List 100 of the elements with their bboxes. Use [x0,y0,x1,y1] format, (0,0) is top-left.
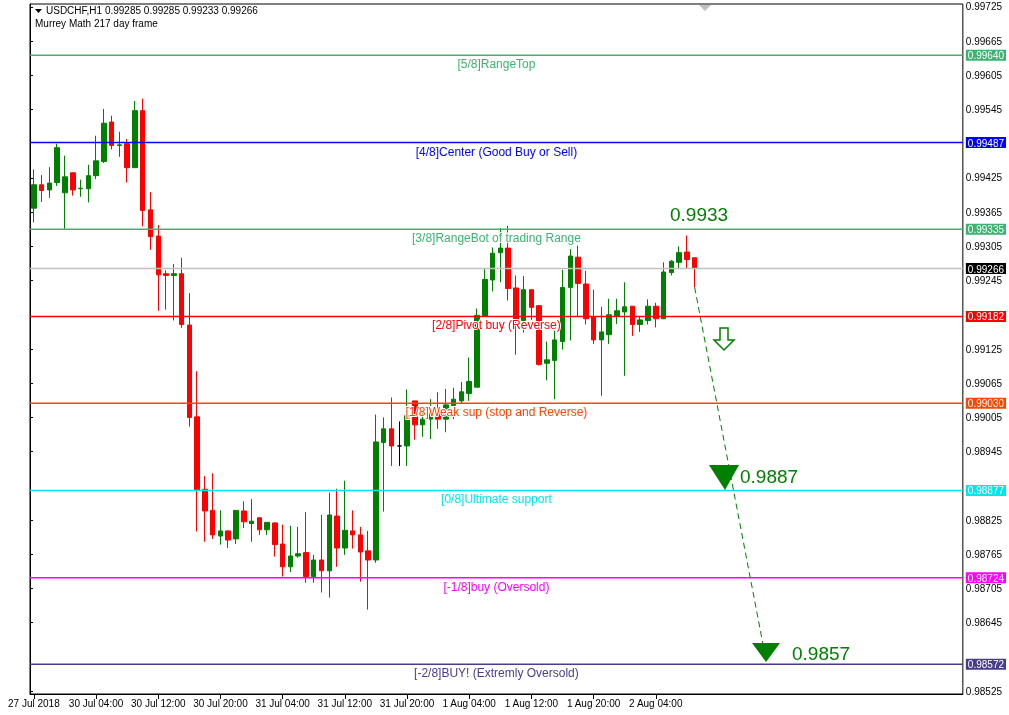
y-tick-label: 0.99125 [965,343,1003,355]
y-tick-label: 0.99425 [965,172,1003,184]
candlestick [622,281,627,377]
candlestick [568,248,573,341]
y-tick-label: 0.98724 [967,572,1005,584]
candlestick [233,509,239,545]
y-tick-label: 0.98825 [965,514,1003,526]
candlestick [661,261,666,320]
candlestick [552,330,557,400]
candlestick [171,263,177,321]
x-tick-label: 30 Jul 12:00 [131,697,186,709]
candlestick [373,414,379,564]
annotation: 0.9933 [670,204,729,226]
candlestick [311,554,316,584]
x-tick-label: 30 Jul 20:00 [193,697,249,709]
candlestick [225,529,231,549]
candlestick [202,475,208,543]
candlestick [249,498,254,543]
y-tick-label: 0.99365 [965,206,1003,218]
ref-line-label: [-1/8]buy (Oversold) [443,579,550,594]
candlestick [194,370,200,532]
ref-line-label: [-2/8]BUY! (Extremly Oversold) [414,666,579,681]
candlestick [54,143,60,187]
candlestick [78,179,83,198]
x-tick-label: 30 Jul 04:00 [68,697,124,709]
candlestick [490,247,495,292]
candlestick [280,524,285,578]
candlestick [241,500,247,529]
y-tick-label: 0.99605 [965,69,1003,81]
candlestick [156,224,161,312]
candlestick [459,381,464,404]
y-tick-label: 0.98645 [965,617,1003,629]
candlestick [93,135,99,180]
candlestick [124,138,130,183]
ref-line-label: [4/8]Center (Good Buy or Sell) [415,144,578,159]
candlestick [47,166,52,199]
candlestick [692,257,697,288]
x-tick-label: 2 Aug 04:00 [629,697,683,709]
candlestick [482,268,488,317]
candlestick [614,298,620,325]
y-tick-label: 0.99266 [967,263,1005,275]
candlestick [466,357,472,402]
candlestick [218,509,223,546]
text: Murrey Math 217 day frame [35,18,158,29]
y-tick-label: 0.99335 [967,224,1005,236]
candlestick [86,164,91,203]
y-tick-label: 0.98572 [967,659,1005,671]
candlestick [140,98,145,227]
candlestick [163,269,169,311]
candlestick [288,525,293,573]
candlestick [257,517,262,536]
candlestick [684,235,690,269]
chart-title: USDCHF,H1 0.99285 0.99285 0.99233 0.99266 [46,5,258,16]
candlestick [599,306,604,397]
y-tick-label: 0.99725 [965,1,1003,13]
candlestick [645,298,651,325]
candlestick [334,488,340,568]
candlestick [606,298,612,345]
y-tick-label: 0.99665 [965,35,1003,47]
candlestick [327,492,332,599]
candlestick [342,480,348,556]
candlestick [101,108,107,164]
candlestick [117,131,122,158]
x-tick-label: 31 Jul 20:00 [379,697,435,709]
ref-line-label: [5/8]RangeTop [457,57,536,72]
y-tick-label: 0.99545 [965,104,1003,115]
candlestick [264,521,270,536]
candlestick [109,115,114,150]
candlestick [544,341,550,381]
y-tick-label: 0.99245 [965,275,1003,287]
annotation: 0.9857 [792,643,851,665]
x-tick-label: 1 Aug 04:00 [442,697,497,709]
candlestick [669,259,674,276]
y-tick-label: 0.99487 [967,137,1005,149]
candlestick [272,521,278,558]
x-tick-label: 1 Aug 12:00 [504,697,559,709]
candlestick [676,245,682,269]
candlestick [39,174,44,203]
x-tick-label: 27 Jul 2018 [8,697,61,709]
y-tick-label: 0.98877 [967,485,1005,497]
y-tick-label: 0.98705 [965,583,1003,594]
candlestick [303,511,309,584]
y-tick-label: 0.99065 [965,377,1003,389]
candlestick [350,509,355,550]
candlestick [365,530,371,611]
candlestick [62,155,68,230]
candlestick [397,420,402,467]
annotation: 0.9887 [740,466,799,488]
x-tick-label: 31 Jul 12:00 [317,697,373,709]
y-tick-label: 0.98765 [965,548,1003,560]
ref-line-label: [0/8]Ultimate support [441,492,553,507]
y-tick-label: 0.99305 [965,240,1003,252]
candlestick [389,396,394,467]
x-tick-label: 1 Aug 20:00 [566,697,621,709]
x-tick-label: 31 Jul 04:00 [255,697,311,709]
y-tick-label: 0.99030 [967,398,1005,410]
y-tick-label: 0.99640 [967,50,1005,62]
candlestick [210,472,215,540]
y-tick-label: 0.98525 [965,685,1003,697]
candlestick [637,315,643,333]
